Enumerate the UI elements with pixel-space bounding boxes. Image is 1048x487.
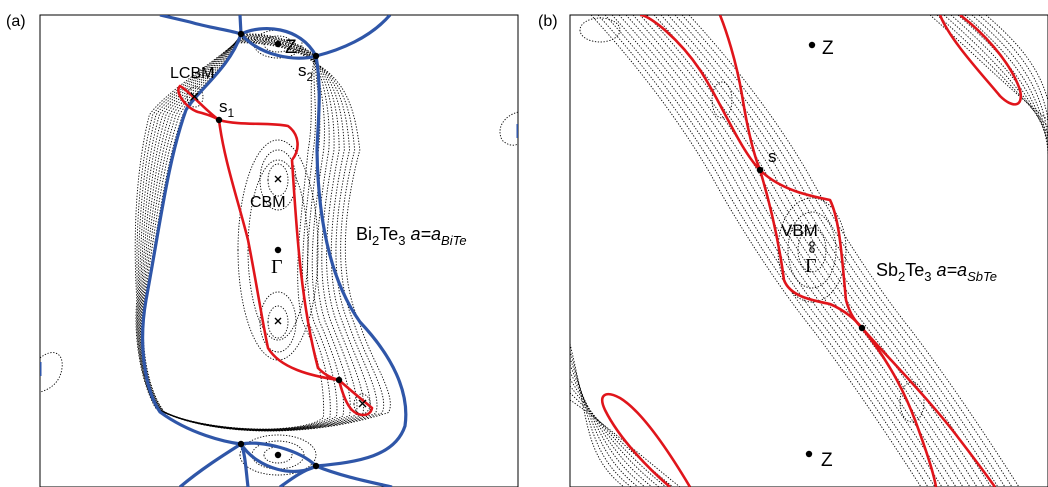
panel-a-contour-line — [263, 446, 293, 464]
panel-a-contour-line — [267, 305, 289, 339]
panel-a-cross-lower-right — [358, 399, 367, 408]
panel-b-contour-line — [653, 15, 985, 487]
panel-a-label-gamma: Γ — [271, 256, 283, 278]
panel-b-label-gamma: Γ — [805, 255, 817, 277]
panel-b-contour-line — [570, 371, 653, 487]
panel-b-contour-line — [688, 15, 1020, 487]
panel-a-cross-cbm-lower — [274, 317, 282, 325]
panel-a-s1-dot — [215, 116, 223, 124]
panel-b-saddle-dot — [858, 324, 866, 332]
panel-b-vbm-marker-upper — [809, 241, 815, 247]
panel-b-frame — [569, 14, 1048, 487]
panel-b-contour-line — [943, 15, 1048, 135]
panel-b-vbm-marker-lower — [809, 247, 815, 253]
panel-b-vbm-mark — [809, 241, 815, 253]
panel-a-contour-line — [137, 39, 371, 431]
panel-b-label-vbm: VBM — [781, 221, 818, 240]
panel-b-contour-line — [964, 15, 1048, 156]
panel-b: (b) — [538, 13, 1048, 487]
panel-b-contour-line — [570, 399, 681, 487]
panel-a-label-s2: s2 — [298, 61, 314, 84]
panel-a-side-contour-left — [40, 352, 63, 393]
panel-b-contour-line — [590, 15, 922, 487]
panel-b-contour-line — [625, 15, 957, 487]
panel-b-contour-line — [936, 15, 1048, 128]
panel-a-contour-line — [237, 139, 319, 361]
panel-b-points — [756, 41, 866, 458]
panel-b-label: (b) — [538, 13, 558, 30]
panel-b-contour-line — [929, 15, 1048, 121]
panel-b-contour-line — [971, 15, 1048, 162]
panel-a-contour-line — [239, 434, 317, 476]
panel-b-z-dot-top — [808, 41, 816, 49]
panel-a-side-contour-right — [499, 111, 518, 146]
panel-b-s-dot — [756, 166, 764, 174]
panel-b-contour-line — [957, 15, 1048, 149]
panel-b-label-z-top: Z — [822, 38, 834, 59]
panel-b-label-z-bottom: Z — [821, 450, 833, 471]
panel-a-s2-dot — [312, 52, 320, 60]
panel-a-z-dot — [274, 40, 282, 48]
panel-a-label-cbm: CBM — [250, 194, 286, 211]
panel-a-contour-line — [139, 37, 351, 431]
panel-b-contour-line — [667, 15, 999, 487]
panel-a-saddle-dot-bottom-right — [312, 462, 320, 470]
panel-b-contour-line — [618, 15, 950, 487]
panel-b-contour-line — [570, 357, 639, 487]
panel-a-contour-line — [263, 35, 293, 53]
panel-b-contour-line — [681, 15, 1013, 487]
panel-a-saddle-dot-bottom — [237, 440, 245, 448]
panel-a-contour-line — [259, 149, 297, 211]
panel-b-red-contour — [600, 15, 1023, 487]
panel-a-contour-line — [247, 159, 309, 341]
panel-b-contour-line — [579, 17, 621, 43]
panel-a-contour-line — [137, 40, 378, 432]
panel-a-red-contour — [177, 84, 374, 417]
panel-b-contour-line — [570, 378, 660, 487]
panel-a-minima-marks — [190, 92, 367, 408]
panel-a-saddle-dot — [237, 30, 245, 38]
panel-b-contour-line — [950, 15, 1048, 142]
panel-a-material-label: Bi2Te3 a=aBiTe — [356, 224, 467, 248]
panel-b-contour-line — [570, 385, 667, 487]
panel-a-cross-cbm-upper — [274, 175, 282, 183]
panel-a: (a) — [6, 13, 519, 487]
panel-a-label: (a) — [6, 13, 26, 30]
panel-b-contour-line — [570, 343, 625, 487]
panel-a-saddle-dot-lower — [335, 376, 343, 384]
panel-a-z-dot-bottom — [274, 451, 282, 459]
panel-b-contour-line — [899, 381, 925, 423]
panel-a-cross-lcbm — [190, 92, 199, 101]
panel-b-contour-line — [570, 392, 674, 487]
panel-b-contour-line — [597, 15, 929, 487]
panel-b-z-dot-bottom — [805, 450, 813, 458]
panel-a-label-lcbm: LCBM — [170, 65, 214, 82]
panel-a-contour-line — [267, 163, 289, 197]
panel-b-contour-line — [978, 15, 1048, 169]
panel-a-contour-line — [134, 42, 391, 432]
panel-a-label-z: Z — [285, 37, 297, 58]
panel-b-contour-line — [711, 81, 733, 119]
panel-b-contour-line — [570, 364, 646, 487]
panel-a-gamma-dot — [274, 246, 282, 254]
panel-b-contour-line — [639, 15, 971, 487]
panel-a-contour-line — [139, 38, 358, 431]
panel-a-contour-line — [251, 440, 305, 470]
panel-a-contour-line — [136, 41, 384, 432]
panel-b-contour-line — [985, 15, 1048, 176]
panel-a-label-s1: s1 — [219, 97, 235, 120]
panel-a-contour-line — [142, 33, 325, 430]
panel-b-contour-line — [777, 197, 847, 303]
panel-a-contour-line — [140, 36, 345, 431]
panel-b-label-s: s — [768, 147, 777, 166]
panel-b-material-label: Sb2Te3 a=aSbTe — [876, 260, 997, 284]
panel-a-contour-line — [138, 38, 364, 431]
panel-b-contour-line — [660, 15, 992, 487]
panel-a-points — [215, 30, 343, 470]
panel-b-contour-line — [604, 15, 936, 487]
